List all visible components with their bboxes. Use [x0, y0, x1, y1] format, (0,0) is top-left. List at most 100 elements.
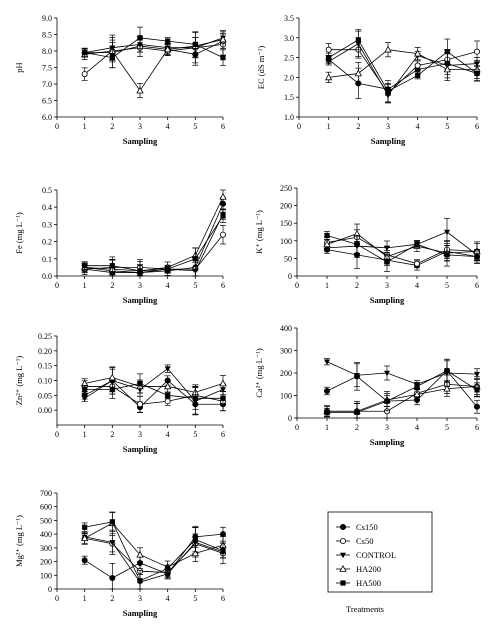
series-ha200 — [324, 42, 481, 85]
series-line — [84, 234, 224, 270]
series-cs50 — [325, 40, 480, 103]
y-tick-label: 6.5 — [42, 97, 52, 106]
data-point — [137, 380, 143, 387]
y-tick-label: 100 — [280, 237, 292, 246]
x-tick-label: 0 — [55, 430, 59, 439]
data-point — [109, 263, 115, 269]
x-tick-label: 4 — [166, 122, 170, 131]
data-point — [474, 254, 480, 260]
data-point — [220, 395, 226, 401]
data-point — [137, 578, 143, 584]
data-point — [354, 69, 363, 77]
series-line — [84, 196, 224, 272]
x-tick-label: 1 — [325, 281, 329, 290]
series-ha200 — [80, 30, 227, 99]
data-point — [165, 38, 171, 44]
series-line — [326, 235, 478, 263]
legend-marker-ha500 — [340, 580, 346, 586]
y-tick-label: 50 — [284, 254, 292, 263]
data-point — [163, 382, 172, 390]
x-tick-label: 3 — [138, 122, 142, 131]
x-tick-label: 4 — [166, 594, 170, 603]
y-tick-label: 400 — [280, 324, 292, 333]
legend-marker-cs150 — [339, 524, 346, 531]
data-point — [474, 70, 480, 77]
series-line — [326, 231, 478, 256]
series-line — [84, 368, 224, 402]
series-cs150 — [81, 33, 226, 69]
data-point — [443, 65, 452, 73]
x-tick-label: 0 — [295, 281, 299, 290]
data-point — [164, 398, 171, 405]
series-line — [328, 39, 478, 92]
data-point — [415, 72, 421, 79]
x-tick-label: 2 — [110, 430, 114, 439]
data-point — [165, 266, 171, 272]
data-point — [82, 524, 88, 530]
x-tick-label: 5 — [193, 430, 197, 439]
y-tick-label: 100 — [280, 392, 292, 401]
x-tick-label: 1 — [83, 122, 87, 131]
x-axis-label: Sampling — [370, 437, 405, 447]
x-axis-label: Sampling — [123, 444, 158, 454]
data-point — [444, 252, 450, 258]
y-axis-label: EC (dS m⁻¹) — [256, 46, 266, 90]
x-tick-label: 0 — [297, 122, 301, 131]
legend-label: CONTROL — [356, 550, 396, 560]
x-tick-label: 5 — [445, 281, 449, 290]
y-tick-label: 0 — [48, 585, 52, 594]
series-line — [84, 386, 224, 405]
x-tick-label: 4 — [415, 281, 419, 290]
y-axis-label: Ca²⁺ (mg L⁻¹) — [254, 348, 264, 398]
x-tick-label: 3 — [138, 281, 142, 290]
data-point — [165, 565, 171, 572]
x-tick-label: 2 — [355, 281, 359, 290]
x-tick-label: 6 — [221, 430, 225, 439]
y-tick-label: 0.20 — [38, 347, 52, 356]
x-tick-label: 1 — [83, 430, 87, 439]
data-point — [192, 41, 198, 47]
data-point — [80, 534, 89, 542]
y-tick-label: 0.3 — [42, 220, 52, 229]
series-line — [84, 40, 224, 55]
data-point — [354, 409, 360, 415]
data-point — [443, 384, 451, 392]
data-point — [473, 403, 480, 410]
series-control — [81, 364, 226, 416]
x-axis-label: Sampling — [123, 608, 158, 618]
data-point — [444, 229, 450, 236]
series-cs150 — [323, 360, 480, 414]
data-point — [413, 260, 420, 267]
series-line — [326, 236, 478, 265]
data-point — [323, 240, 331, 248]
y-tick-label: 1.0 — [284, 113, 294, 122]
y-tick-label: 700 — [40, 489, 52, 498]
x-tick-label: 5 — [193, 281, 197, 290]
y-tick-label: 0.4 — [42, 203, 52, 212]
series-line — [327, 386, 478, 412]
series-line — [84, 39, 224, 92]
y-tick-label: 7.5 — [42, 64, 52, 73]
x-tick-label: 2 — [355, 423, 359, 432]
series-line — [84, 213, 224, 273]
data-point — [444, 49, 450, 55]
data-point — [323, 387, 330, 394]
data-point — [220, 213, 226, 219]
x-axis-label: Sampling — [123, 136, 158, 146]
data-point — [473, 48, 480, 55]
data-point — [108, 373, 117, 381]
series-ha200 — [80, 367, 227, 401]
data-point — [219, 192, 227, 200]
data-point — [474, 387, 480, 393]
y-tick-label: 6.0 — [42, 113, 52, 122]
y-tick-label: 500 — [40, 516, 52, 525]
series-line — [84, 44, 224, 75]
data-point — [164, 366, 171, 372]
data-point — [414, 383, 420, 390]
data-point — [324, 409, 330, 415]
data-point — [385, 88, 391, 94]
chart-k: 0 50 100 150 200 250 0 1 2 3 4 5 6 Sampling K⁺ (mg L⁻¹… — [254, 184, 481, 305]
x-tick-label: 6 — [475, 122, 479, 131]
series-line — [84, 521, 224, 582]
data-point — [136, 550, 144, 558]
